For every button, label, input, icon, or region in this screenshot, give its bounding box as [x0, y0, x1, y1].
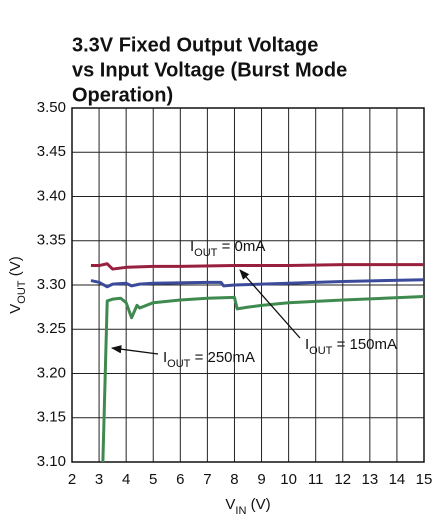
- legend-label: IOUT = 0mA: [190, 238, 265, 259]
- legend-label-sub: OUT: [194, 247, 218, 259]
- x-tick-label: 4: [122, 471, 130, 488]
- chart-title: vs Input Voltage (Burst Mode: [72, 59, 347, 81]
- x-tick-label: 13: [362, 471, 379, 488]
- legend-label: IOUT = 150mA: [305, 336, 397, 357]
- legend-label-main: I: [305, 336, 309, 353]
- legend-label-rest: = 150mA: [332, 336, 397, 353]
- y-axis-label-main: V: [7, 304, 24, 314]
- legend-label-main: I: [163, 349, 167, 366]
- y-tick-label: 3.45: [37, 143, 66, 160]
- y-axis-label: VOUT (V): [7, 256, 28, 313]
- chart-title: Operation): [72, 84, 173, 106]
- x-tick-label: 3: [95, 471, 103, 488]
- y-axis-label-sub: OUT: [16, 280, 28, 304]
- series-line: [101, 295, 425, 463]
- series-line: [90, 278, 425, 289]
- legend-label: IOUT = 250mA: [163, 349, 255, 370]
- x-tick-label: 11: [308, 471, 324, 488]
- x-axis-label: VIN (V): [225, 496, 270, 516]
- y-tick-label: 3.50: [37, 99, 66, 116]
- x-tick-label: 10: [280, 471, 297, 488]
- annotation-arrow: [239, 269, 301, 339]
- y-tick-label: 3.35: [37, 232, 66, 249]
- legend-label-rest: = 250mA: [190, 349, 255, 366]
- x-axis-label-sub: IN: [235, 505, 246, 516]
- x-axis-label-main: V: [225, 496, 235, 513]
- chart-title: 3.3V Fixed Output Voltage: [72, 34, 318, 56]
- x-tick-label: 9: [257, 471, 265, 488]
- y-tick-label: 3.20: [37, 364, 66, 381]
- series-line: [90, 262, 424, 271]
- plot-frame: [71, 107, 425, 463]
- y-axis-label-rest: (V): [7, 256, 24, 280]
- x-tick-label: 7: [203, 471, 211, 488]
- legend-label-main: I: [190, 238, 194, 255]
- y-tick-label: 3.25: [37, 320, 66, 337]
- x-tick-label: 6: [176, 471, 184, 488]
- annotation-arrow: [110, 345, 159, 355]
- x-tick-label: 15: [416, 471, 432, 488]
- legend-label-rest: = 0mA: [217, 238, 265, 255]
- x-tick-label: 12: [334, 471, 351, 488]
- x-tick-label: 2: [68, 471, 76, 488]
- y-tick-label: 3.15: [37, 409, 66, 426]
- y-tick-label: 3.30: [37, 276, 66, 293]
- x-tick-label: 14: [389, 471, 406, 488]
- legend-label-sub: OUT: [309, 345, 333, 357]
- legend-label-sub: OUT: [167, 358, 191, 370]
- x-tick-label: 8: [230, 471, 238, 488]
- x-tick-label: 5: [149, 471, 157, 488]
- x-axis-label-rest: (V): [246, 496, 270, 513]
- y-tick-label: 3.40: [37, 187, 66, 204]
- y-tick-label: 3.10: [37, 453, 66, 470]
